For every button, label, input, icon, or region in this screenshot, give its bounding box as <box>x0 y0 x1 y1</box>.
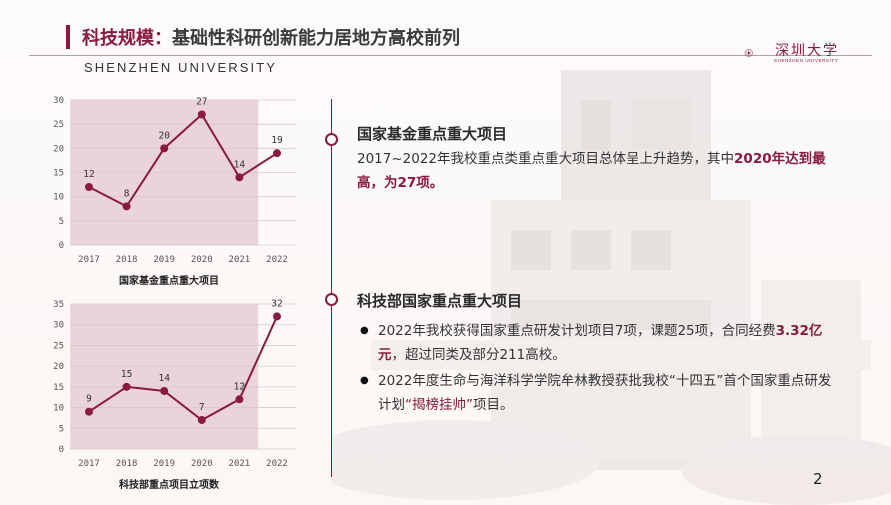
data-point <box>235 173 244 182</box>
bullet-2-highlight: “揭榜挂帅” <box>405 397 473 413</box>
bullet-1-highlight: 3.32亿元 <box>378 323 823 363</box>
y-tick-label: 5 <box>59 424 64 434</box>
data-point <box>122 382 131 391</box>
bullet-2-text: 2022年度生命与海洋科学学院牟林教授获批我校“十四五”首个国家重点研发计划“揭… <box>378 369 833 417</box>
data-label: 8 <box>124 188 130 199</box>
data-label: 7 <box>199 402 205 413</box>
x-tick-label: 2022 <box>266 255 288 265</box>
data-label: 14 <box>234 159 246 170</box>
data-label: 15 <box>121 369 132 380</box>
x-tick-label: 2018 <box>116 255 138 265</box>
x-tick-label: 2020 <box>191 459 213 469</box>
x-tick-label: 2019 <box>153 255 175 265</box>
bullet-2-marker: ● <box>360 375 369 386</box>
y-tick-label: 15 <box>53 169 64 179</box>
y-tick-label: 5 <box>59 217 64 227</box>
x-tick-label: 2019 <box>153 459 175 469</box>
y-tick-label: 20 <box>53 144 64 154</box>
data-point <box>273 149 281 158</box>
data-label: 19 <box>271 135 283 146</box>
university-english-name: SHENZHEN UNIVERSITY <box>84 60 278 75</box>
page-number: 2 <box>813 470 823 488</box>
chart1-title: 国家基金重点重大项目 <box>119 276 219 287</box>
chart-most-key-projects: 0 5 10 15 20 25 30 35 2017 2018 2019 2020 2021 2022 9 1… <box>53 298 296 469</box>
bullet-1-text-a: 2022年我校获得国家重点研发计划项目7项，课题25项，合同经费 <box>378 323 776 339</box>
y-tick-label: 0 <box>59 445 64 455</box>
highlight-band <box>70 304 259 449</box>
data-point <box>273 312 281 321</box>
logo-english-name: SHENZHEN UNIVERSITY <box>774 58 839 63</box>
data-label: 9 <box>86 394 92 405</box>
data-point <box>85 407 93 416</box>
section2-title: 科技部国家重点重大项目 <box>357 292 523 310</box>
data-point <box>160 144 169 153</box>
y-tick-label: 20 <box>53 362 64 372</box>
page-title: 科技规模：基础性科研创新能力居地方高校前列 <box>82 24 460 50</box>
title-accent-bar <box>66 25 70 49</box>
bullet-2-text-a: 2022年度生命与海洋科学学院牟林教授获批我校“十四五”首个国家重点研发计划 <box>378 373 832 413</box>
y-tick-label: 25 <box>53 341 64 351</box>
building-sketch-background <box>331 70 891 505</box>
data-point <box>197 416 206 424</box>
data-point <box>85 183 93 191</box>
bullet-1-text: 2022年我校获得国家重点研发计划项目7项，课题25项，合同经费3.32亿元，超… <box>378 319 828 367</box>
x-tick-label: 2018 <box>116 459 138 469</box>
y-tick-label: 15 <box>53 383 64 393</box>
x-tick-label: 2021 <box>229 459 251 469</box>
y-tick-label: 25 <box>53 120 64 130</box>
data-label: 20 <box>158 130 170 141</box>
data-point <box>235 395 244 404</box>
x-tick-label: 2021 <box>229 255 251 265</box>
timeline-line <box>331 99 332 477</box>
data-point <box>122 202 131 211</box>
series-line <box>88 112 278 208</box>
bullet-1-text-c: ，超过同类及部分211高校。 <box>391 347 566 363</box>
data-label: 12 <box>83 169 94 180</box>
y-tick-label: 30 <box>53 96 64 106</box>
x-tick-label: 2020 <box>191 255 213 265</box>
data-point <box>197 110 206 119</box>
section1-highlight: 2020年达到最高，为27项。 <box>357 151 826 191</box>
y-tick-label: 35 <box>53 300 64 310</box>
timeline-node-2 <box>325 293 338 306</box>
y-tick-label: 30 <box>53 321 64 331</box>
y-tick-label: 10 <box>53 193 64 203</box>
data-label: 27 <box>196 97 207 108</box>
data-label: 14 <box>158 373 170 384</box>
university-seal-icon <box>744 49 753 57</box>
chart2-title: 科技部重点项目立项数 <box>119 480 219 491</box>
bullet-2-text-c: 项目。 <box>473 397 514 413</box>
data-point <box>160 387 169 395</box>
y-tick-label: 10 <box>53 404 64 414</box>
title-prefix: 科技规模： <box>82 28 172 49</box>
timeline-node-1 <box>325 133 338 146</box>
series-line <box>88 316 278 422</box>
y-tick-label: 0 <box>59 241 64 251</box>
section1-text-a: 2017~2022年我校重点类重点重大项目总体呈上升趋势，其中 <box>357 151 735 167</box>
section1-text: 2017~2022年我校重点类重点重大项目总体呈上升趋势，其中2020年达到最高… <box>357 147 827 195</box>
x-tick-label: 2022 <box>266 459 288 469</box>
x-tick-label: 2017 <box>78 459 100 469</box>
bullet-1-marker: ● <box>360 325 369 336</box>
x-tick-label: 2017 <box>78 255 100 265</box>
title-text: 基础性科研创新能力居地方高校前列 <box>172 28 460 49</box>
logo-chinese-name: 深圳大学 <box>775 43 839 59</box>
data-label: 12 <box>234 381 245 392</box>
data-label: 32 <box>271 298 282 309</box>
title-divider <box>29 55 872 56</box>
section1-title: 国家基金重点重大项目 <box>357 125 508 143</box>
